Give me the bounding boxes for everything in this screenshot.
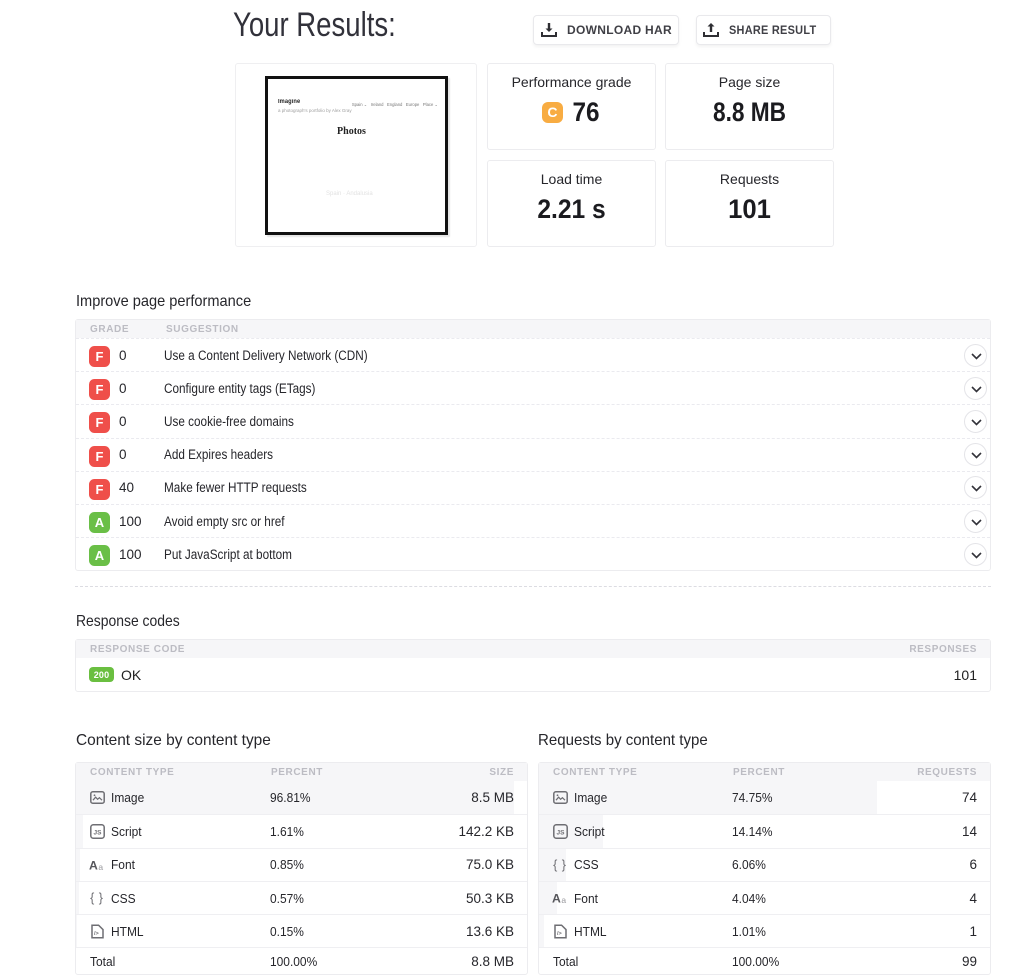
svg-text:A: A [89, 858, 98, 871]
svg-text:JS: JS [93, 829, 102, 836]
svg-text:A: A [552, 892, 561, 905]
svg-text:a: a [98, 862, 103, 872]
svg-text:JS: JS [556, 829, 565, 836]
svg-text:/>: /> [557, 931, 562, 937]
svg-text:a: a [561, 895, 566, 905]
svg-text:/>: /> [94, 931, 99, 937]
